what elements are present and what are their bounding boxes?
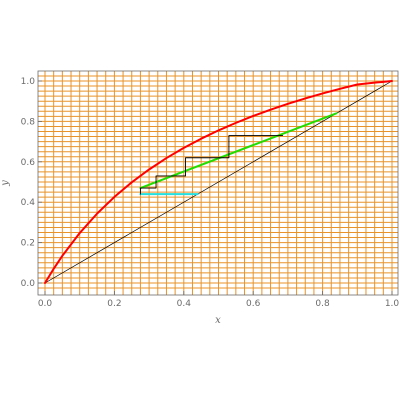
series-stage-steps — [139, 135, 284, 195]
y-tick-label: 1.0 — [21, 77, 36, 87]
y-tick-label: 0.6 — [21, 158, 36, 168]
x-tick-label: 0.4 — [177, 299, 192, 309]
x-axis-title: x — [215, 315, 221, 326]
series-red-curve — [44, 80, 393, 284]
grid — [38, 71, 398, 295]
tick-labels: 0.0 0.2 0.4 0.6 0.8 1.0 0.0 0.2 0.4 0.6 0.8 1.0 — [21, 77, 400, 309]
y-tick-label: 0.2 — [21, 239, 35, 249]
x-tick-label: 0.6 — [246, 299, 261, 309]
plot-frame — [37, 70, 399, 296]
axis-ticks — [38, 80, 393, 295]
x-tick-label: 0.8 — [315, 299, 330, 309]
x-tick-label: 0.2 — [107, 299, 121, 309]
y-tick-label: 0.0 — [21, 279, 36, 289]
y-tick-label: 0.4 — [21, 198, 36, 208]
x-tick-label: 0.0 — [38, 299, 53, 309]
series — [44, 80, 393, 284]
x-tick-label: 1.0 — [385, 299, 400, 309]
y-axis-title: y — [0, 180, 11, 187]
y-tick-label: 0.8 — [21, 117, 36, 127]
